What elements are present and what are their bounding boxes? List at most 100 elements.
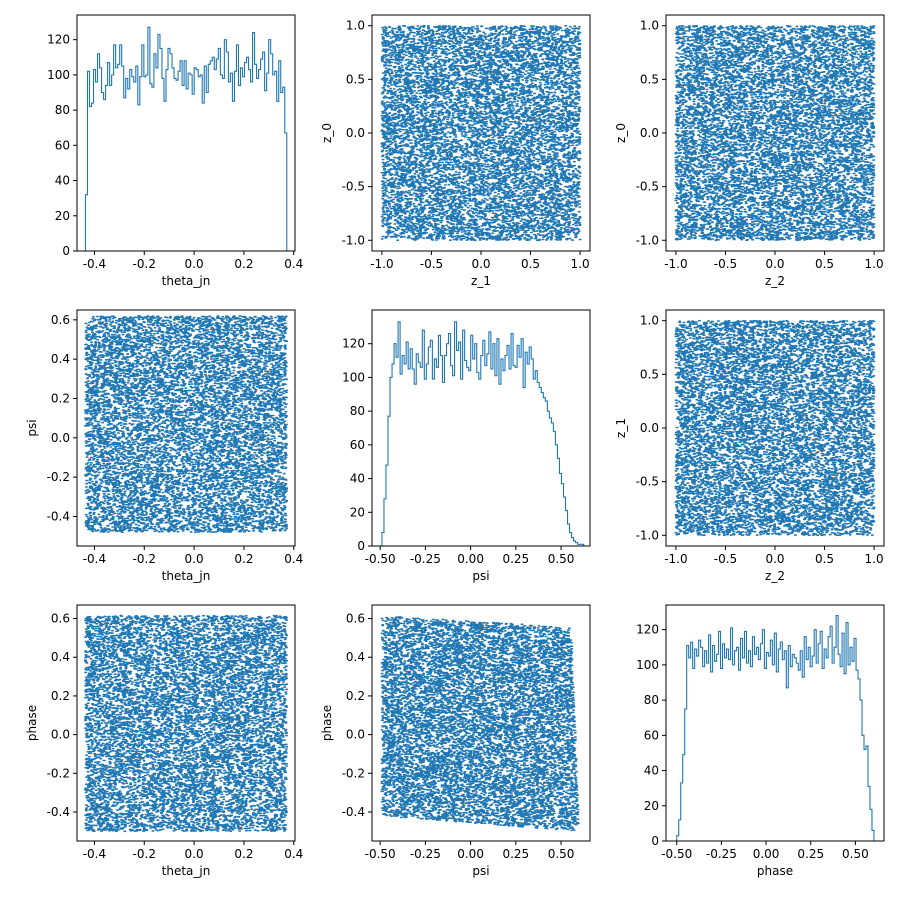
y-tick-label: -0.5 bbox=[636, 180, 659, 194]
scatter-points bbox=[380, 24, 582, 242]
panel-p00: -0.4 -0.2 0.0 0.2 0.4 0 20 40 60 80 100 120 theta_jn bbox=[47, 14, 303, 288]
x-tick-label: -0.5 bbox=[714, 257, 737, 271]
y-tick-label: -0.2 bbox=[47, 766, 70, 780]
x-tick-label: 1.0 bbox=[571, 257, 590, 271]
axes-frame bbox=[371, 604, 591, 842]
x-tick-label: 0.25 bbox=[502, 847, 529, 861]
x-tick-label: 0.00 bbox=[753, 847, 780, 861]
panel-p01: -1.0 -0.5 0.0 0.5 1.0 -1.0 -0.5 0.0 0.5 1.0 z_1 z_0 bbox=[320, 14, 591, 288]
panel-p12: -1.0 -0.5 0.0 0.5 1.0 -1.0 -0.5 0.0 0.5 1.0 z_2 z_1 bbox=[614, 309, 885, 583]
y-tick-label: 80 bbox=[350, 404, 365, 418]
x-tick-label: 1.0 bbox=[865, 552, 884, 566]
x-tick-label: -1.0 bbox=[664, 257, 687, 271]
x-axis-label: phase bbox=[757, 864, 793, 878]
y-tick-label: 120 bbox=[636, 623, 659, 637]
x-tick-label: -0.4 bbox=[83, 552, 106, 566]
x-axis-label: z_1 bbox=[471, 274, 491, 288]
y-tick-label: 0.6 bbox=[51, 313, 70, 327]
y-tick-label: 0 bbox=[357, 539, 365, 553]
y-tick-label: 0.4 bbox=[346, 650, 365, 664]
x-tick-label: -0.25 bbox=[706, 847, 737, 861]
x-tick-label: -1.0 bbox=[664, 552, 687, 566]
x-axis-label: theta_jn bbox=[162, 864, 211, 878]
axes-frame bbox=[76, 14, 296, 252]
y-tick-label: 40 bbox=[644, 764, 659, 778]
y-tick-label: 0.2 bbox=[51, 392, 70, 406]
x-tick-label: 0.00 bbox=[457, 847, 484, 861]
plot-area bbox=[674, 25, 876, 242]
histogram-step-line bbox=[381, 321, 585, 546]
x-tick-label: 0.0 bbox=[765, 552, 784, 566]
panel-p20: -0.4 -0.2 0.0 0.2 0.4 -0.4 -0.2 0.0 0.2 0.4 0.6 the… bbox=[25, 604, 303, 878]
scatter-points bbox=[674, 25, 876, 242]
y-tick-label: 1.0 bbox=[346, 19, 365, 33]
x-tick-label: 0.50 bbox=[842, 847, 869, 861]
y-tick-label: 0.0 bbox=[640, 421, 659, 435]
y-tick-label: -0.2 bbox=[47, 470, 70, 484]
x-tick-label: 0.00 bbox=[457, 552, 484, 566]
x-tick-label: 0.4 bbox=[284, 847, 303, 861]
x-tick-label: 0.5 bbox=[815, 257, 834, 271]
y-tick-label: 0.0 bbox=[51, 431, 70, 445]
y-tick-label: 60 bbox=[350, 438, 365, 452]
x-tick-label: 0.2 bbox=[234, 552, 253, 566]
x-tick-label: -0.50 bbox=[365, 847, 396, 861]
y-tick-label: -1.0 bbox=[636, 528, 659, 542]
plot-area bbox=[380, 24, 582, 242]
x-tick-label: -0.50 bbox=[365, 552, 396, 566]
x-axis-label: theta_jn bbox=[162, 569, 211, 583]
y-tick-label: 0.0 bbox=[640, 126, 659, 140]
x-axis-label: theta_jn bbox=[162, 274, 211, 288]
plot-area bbox=[84, 315, 289, 533]
y-tick-label: 0.6 bbox=[346, 612, 365, 626]
y-tick-label: 120 bbox=[47, 33, 70, 47]
x-tick-label: 0.2 bbox=[234, 257, 253, 271]
scatter-points bbox=[84, 614, 289, 833]
plot-area bbox=[674, 319, 876, 537]
x-tick-label: 0.50 bbox=[548, 552, 575, 566]
y-tick-label: 20 bbox=[55, 209, 70, 223]
axes-frame bbox=[665, 604, 885, 842]
y-tick-label: -0.4 bbox=[342, 805, 365, 819]
y-tick-label: -0.4 bbox=[47, 805, 70, 819]
x-axis-label: z_2 bbox=[765, 569, 785, 583]
x-tick-label: 0.0 bbox=[471, 257, 490, 271]
x-tick-label: 0.0 bbox=[765, 257, 784, 271]
plot-area bbox=[676, 615, 876, 841]
x-tick-label: 1.0 bbox=[865, 257, 884, 271]
y-tick-label: 60 bbox=[55, 138, 70, 152]
panel-p02: -1.0 -0.5 0.0 0.5 1.0 -1.0 -0.5 0.0 0.5 1.0 z_2 z_0 bbox=[614, 14, 885, 288]
x-tick-label: -0.25 bbox=[410, 847, 441, 861]
y-tick-label: 0 bbox=[62, 244, 70, 258]
y-tick-label: 0.4 bbox=[51, 352, 70, 366]
y-tick-label: 0.0 bbox=[346, 728, 365, 742]
y-tick-label: -0.5 bbox=[342, 180, 365, 194]
y-axis-label: phase bbox=[25, 705, 39, 741]
x-tick-label: 0.4 bbox=[284, 257, 303, 271]
axes-frame bbox=[76, 309, 296, 547]
x-tick-label: 0.50 bbox=[548, 847, 575, 861]
x-tick-label: 0.0 bbox=[185, 552, 204, 566]
x-tick-label: -0.2 bbox=[133, 552, 156, 566]
panel-p11: -0.50 -0.25 0.00 0.25 0.50 0 20 40 60 80 100 120 psi bbox=[342, 309, 591, 583]
y-tick-label: 0.5 bbox=[640, 367, 659, 381]
y-tick-label: -0.2 bbox=[342, 766, 365, 780]
y-axis-label: psi bbox=[25, 419, 39, 436]
scatter-points bbox=[84, 315, 289, 533]
y-tick-label: 1.0 bbox=[640, 19, 659, 33]
y-tick-label: 0.6 bbox=[51, 612, 70, 626]
plot-area bbox=[381, 321, 585, 546]
plot-area bbox=[380, 616, 580, 832]
x-tick-label: -0.4 bbox=[83, 847, 106, 861]
y-axis-label: z_1 bbox=[614, 418, 628, 438]
y-tick-label: 0.0 bbox=[346, 126, 365, 140]
y-tick-label: 0.5 bbox=[346, 72, 365, 86]
x-tick-label: -0.50 bbox=[661, 847, 692, 861]
y-tick-label: 80 bbox=[644, 693, 659, 707]
panel-p10: -0.4 -0.2 0.0 0.2 0.4 -0.4 -0.2 0.0 0.2 0.4 0.6 the… bbox=[25, 309, 303, 583]
x-tick-label: 0.0 bbox=[185, 847, 204, 861]
y-tick-label: 0.0 bbox=[51, 728, 70, 742]
plot-area bbox=[84, 26, 288, 251]
y-axis-label: z_0 bbox=[614, 123, 628, 143]
